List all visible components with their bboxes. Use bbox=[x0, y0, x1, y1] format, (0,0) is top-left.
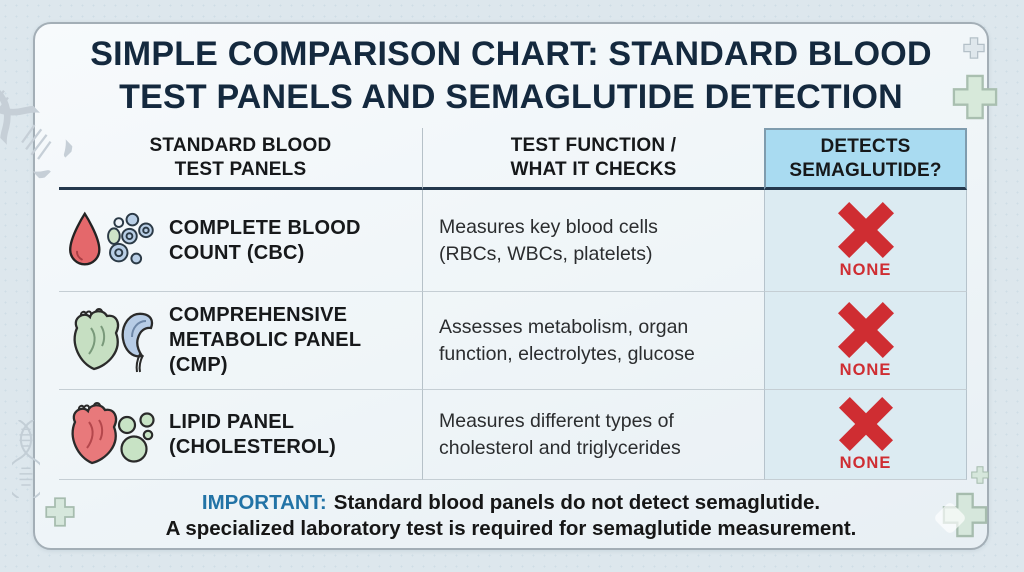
page-title-line2: TEST PANELS AND SEMAGLUTIDE DETECTION bbox=[119, 77, 903, 116]
table-cell-function-cmp: Assesses metabolism, organ function, ele… bbox=[422, 292, 764, 390]
function-line1: Assesses metabolism, organ bbox=[439, 315, 689, 338]
table-row-cmp-panel: COMPREHENSIVE METABOLIC PANEL (CMP) bbox=[59, 292, 422, 390]
column-header-standard-blood-test-panels: STANDARD BLOOD TEST PANELS bbox=[59, 128, 422, 190]
x-mark-icon bbox=[838, 396, 893, 451]
x-mark-icon bbox=[837, 201, 894, 258]
panel-name-line1: COMPLETE BLOOD bbox=[169, 216, 361, 239]
important-label: IMPORTANT: bbox=[201, 490, 327, 514]
header-panels-line1: STANDARD BLOOD bbox=[149, 134, 332, 156]
column-header-detects-semaglutide: DETECTS SEMAGLUTIDE? bbox=[764, 128, 967, 190]
panel-name-line2: (CHOLESTEROL) bbox=[169, 435, 337, 458]
header-detects-line2: SEMAGLUTIDE? bbox=[789, 159, 942, 181]
table-cell-detects-cbc: NONE bbox=[764, 190, 967, 292]
heart-and-cholesterol-icon bbox=[63, 400, 159, 470]
table-cell-function-lipid: Measures different types of cholesterol … bbox=[422, 390, 764, 480]
table-cell-function-cbc: Measures key blood cells (RBCs, WBCs, pl… bbox=[422, 190, 764, 292]
panel-name-line1: LIPID PANEL bbox=[169, 410, 295, 433]
comparison-table: STANDARD BLOOD TEST PANELS TEST FUNCTION… bbox=[59, 128, 967, 480]
function-text: Measures different types of cholesterol … bbox=[439, 408, 681, 461]
panel-name-line3: (CMP) bbox=[169, 353, 228, 376]
table-cell-detects-lipid: NONE bbox=[764, 390, 967, 480]
panel-name-line2: METABOLIC PANEL bbox=[169, 329, 362, 352]
panel-name: COMPLETE BLOOD COUNT (CBC) bbox=[169, 216, 361, 266]
important-note: IMPORTANT: Standard blood panels do not d… bbox=[35, 490, 987, 543]
table-row-lipid-panel: LIPID PANEL (CHOLESTEROL) bbox=[59, 390, 422, 480]
important-line2: A specialized laboratory test is require… bbox=[165, 517, 857, 541]
panel-name: LIPID PANEL (CHOLESTEROL) bbox=[169, 410, 336, 460]
function-text: Measures key blood cells (RBCs, WBCs, pl… bbox=[439, 214, 658, 267]
panel-name-line1: COMPREHENSIVE bbox=[169, 304, 348, 327]
table-cell-detects-cmp: NONE bbox=[764, 292, 967, 390]
panel-name-line2: COUNT (CBC) bbox=[169, 241, 305, 264]
header-panels-line2: TEST PANELS bbox=[174, 158, 307, 180]
function-line1: Measures different types of bbox=[439, 409, 674, 432]
x-mark-icon bbox=[837, 301, 894, 358]
panel-name: COMPREHENSIVE METABOLIC PANEL (CMP) bbox=[169, 303, 361, 377]
detects-none-label: NONE bbox=[839, 360, 892, 379]
header-function-line2: WHAT IT CHECKS bbox=[510, 158, 677, 180]
detects-none-label: NONE bbox=[839, 260, 892, 279]
function-line2: cholesterol and triglycerides bbox=[439, 436, 681, 459]
table-row-cbc-panel: COMPLETE BLOOD COUNT (CBC) bbox=[59, 190, 422, 292]
blood-drop-and-cells-icon bbox=[63, 207, 159, 275]
detects-none-label: NONE bbox=[839, 453, 892, 472]
page-title: SIMPLE COMPARISON CHART: STANDARD BLOOD … bbox=[35, 33, 987, 119]
function-line2: (RBCs, WBCs, platelets) bbox=[439, 242, 653, 265]
column-header-test-function: TEST FUNCTION / WHAT IT CHECKS bbox=[422, 128, 764, 190]
function-line1: Measures key blood cells bbox=[439, 215, 658, 238]
function-text: Assesses metabolism, organ function, ele… bbox=[439, 314, 695, 367]
function-line2: function, electrolytes, glucose bbox=[439, 342, 695, 365]
header-function-line1: TEST FUNCTION / bbox=[510, 134, 677, 156]
infographic-card: SIMPLE COMPARISON CHART: STANDARD BLOOD … bbox=[33, 22, 989, 550]
page-title-line1: SIMPLE COMPARISON CHART: STANDARD BLOOD bbox=[90, 35, 932, 73]
important-line1: Standard blood panels do not detect sema… bbox=[333, 490, 821, 514]
header-detects-line1: DETECTS bbox=[820, 135, 911, 157]
heart-and-kidney-icon bbox=[63, 306, 159, 376]
